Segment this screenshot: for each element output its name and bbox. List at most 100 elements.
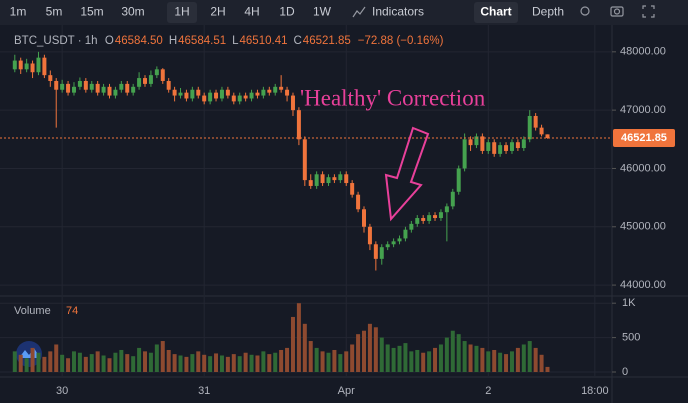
candle-body <box>379 247 384 259</box>
volume-bar <box>486 351 491 372</box>
fullscreen-icon[interactable] <box>642 5 655 18</box>
candle-body <box>509 142 514 151</box>
volume-bar <box>533 347 538 372</box>
x-tick-label: 30 <box>56 385 68 397</box>
view-button[interactable]: Depth <box>532 5 564 19</box>
candle-body <box>290 95 295 111</box>
volume-bar <box>456 334 461 372</box>
settings-icon[interactable] <box>580 6 590 16</box>
volume-bar <box>101 355 106 372</box>
volume-bar <box>190 354 195 372</box>
candle-body <box>172 89 177 96</box>
candle-body <box>492 142 497 154</box>
candle-body <box>450 191 455 207</box>
candle-body <box>184 92 189 99</box>
candle-body <box>415 218 420 224</box>
ohlc-value: 46584.50 <box>114 35 163 47</box>
volume-bar <box>54 344 59 372</box>
logo-mark <box>19 348 40 358</box>
volume-bar <box>249 354 254 372</box>
candle-body <box>255 92 260 96</box>
active-interval-bg <box>167 2 197 23</box>
volume-bar <box>450 330 455 372</box>
volume-bar <box>527 341 532 372</box>
volume-bar <box>474 345 479 372</box>
ohlc-value: 46521.85 <box>302 35 351 47</box>
candle-body <box>356 194 361 210</box>
annotation: 'Healthy' Correction <box>300 85 486 110</box>
volume-bar <box>409 351 414 372</box>
candle-body <box>527 115 532 140</box>
ohlc-key: H <box>168 35 178 47</box>
volume-bar <box>42 356 47 372</box>
candle-body <box>119 83 124 90</box>
interval-button[interactable]: 1W <box>313 5 332 19</box>
screenshot-icon[interactable] <box>610 6 624 17</box>
volume-bar <box>302 323 307 372</box>
interval-button[interactable]: 30m <box>121 5 144 19</box>
candle-body <box>409 223 414 230</box>
candle-body <box>166 80 171 90</box>
ohlc-value: 46510.41 <box>239 35 288 47</box>
volume-bar <box>60 354 65 372</box>
volume-bar <box>468 344 473 372</box>
y-tick-label: 44000.00 <box>620 279 666 291</box>
candle-body <box>214 92 219 99</box>
candle-body <box>24 63 29 70</box>
volume-bar <box>66 358 71 372</box>
volume-bar <box>521 344 526 372</box>
active-view-bg <box>474 2 518 23</box>
interval-button[interactable]: 1D <box>279 5 295 19</box>
candle-body <box>533 115 538 128</box>
candle-body <box>77 80 82 87</box>
volume-bar <box>154 344 159 372</box>
interval-button[interactable]: 15m <box>80 5 103 19</box>
screenshot-lens <box>613 8 621 15</box>
volume-bar <box>30 347 35 372</box>
volume-bar <box>415 349 420 372</box>
volume-tick-label: 0 <box>622 366 628 378</box>
candle-body <box>231 95 236 102</box>
change: −72.88 (−0.16%) <box>357 35 444 47</box>
x-tick-label: 2 <box>485 385 491 397</box>
view-button[interactable]: Chart <box>480 5 511 19</box>
interval-button[interactable]: 1H <box>174 5 189 19</box>
candle-body <box>154 69 159 76</box>
volume-bar <box>462 341 467 372</box>
volume-bar <box>362 330 367 372</box>
volume-bar <box>279 349 284 372</box>
candle-body <box>438 212 443 219</box>
candle-body <box>30 63 35 73</box>
volume-bar <box>492 349 497 372</box>
ohlc: O46584.50 H46584.51 L46510.41 C46521.85 <box>105 35 357 47</box>
volume-bar <box>267 354 272 372</box>
volume-bar <box>77 352 82 372</box>
interval-button[interactable]: 4H <box>244 5 259 19</box>
volume-bar <box>296 303 301 372</box>
candle-body <box>107 86 112 96</box>
candle-body <box>54 80 59 90</box>
candle-body <box>83 80 88 90</box>
volume-bar <box>326 352 331 372</box>
volume-bar <box>379 337 384 372</box>
volume-bar <box>385 344 390 372</box>
ohlc-key: L <box>232 35 239 47</box>
volume-bar <box>18 354 23 372</box>
volume-bar <box>427 351 432 372</box>
candle-body <box>474 136 479 146</box>
volume-bar <box>433 347 438 372</box>
volume-bar <box>515 347 520 372</box>
indicators-button[interactable]: Indicators <box>372 5 424 19</box>
candle-body <box>148 75 153 84</box>
candle-body <box>367 226 372 245</box>
candle-body <box>486 142 491 151</box>
candle-body <box>350 183 355 195</box>
volume-bar <box>225 356 230 372</box>
interval-button[interactable]: 1m <box>10 5 27 19</box>
interval-button[interactable]: 5m <box>46 5 63 19</box>
interval-button[interactable]: 2H <box>210 5 225 19</box>
volume-bar <box>539 354 544 372</box>
ohlc-value: 46584.51 <box>178 35 227 47</box>
candle-body <box>397 238 402 242</box>
